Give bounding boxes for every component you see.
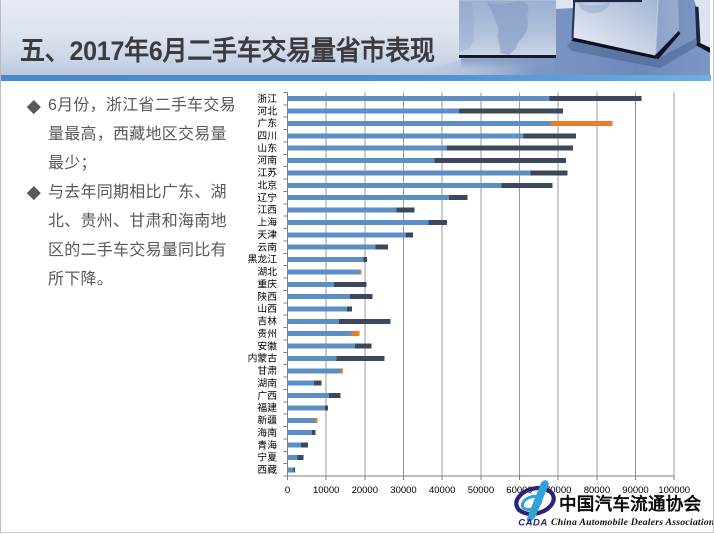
svg-text:新疆: 新疆 (257, 414, 277, 427)
svg-text:江苏: 江苏 (257, 166, 277, 179)
svg-text:上海: 上海 (257, 216, 277, 229)
svg-text:CADA: CADA (518, 518, 547, 529)
svg-text:30000: 30000 (390, 485, 416, 496)
svg-text:海南: 海南 (257, 426, 277, 439)
svg-text:40000: 40000 (429, 485, 455, 496)
svg-text:90000: 90000 (622, 485, 648, 496)
svg-text:甘肃: 甘肃 (257, 364, 277, 377)
svg-text:山西: 山西 (257, 303, 277, 315)
svg-text:河南: 河南 (257, 154, 277, 167)
svg-text:黑龙江: 黑龙江 (248, 253, 278, 266)
svg-text:广西: 广西 (257, 390, 277, 402)
svg-text:河北: 河北 (257, 105, 277, 117)
svg-text:50000: 50000 (468, 485, 494, 496)
svg-text:青海: 青海 (257, 438, 277, 451)
svg-text:陕西: 陕西 (257, 290, 277, 303)
svg-text:西藏: 西藏 (257, 464, 277, 476)
svg-text:20000: 20000 (352, 485, 378, 496)
svg-text:70000: 70000 (545, 485, 571, 496)
svg-text:100000: 100000 (658, 485, 690, 496)
svg-text:吉林: 吉林 (257, 315, 277, 328)
svg-text:云南: 云南 (257, 240, 277, 253)
svg-text:天津: 天津 (257, 229, 277, 241)
svg-text:山东: 山东 (257, 141, 277, 154)
svg-text:10000: 10000 (313, 485, 339, 496)
svg-text:内蒙古: 内蒙古 (248, 352, 278, 365)
svg-text:四川: 四川 (257, 131, 277, 142)
svg-text:广东: 广东 (257, 117, 277, 130)
svg-text:湖南: 湖南 (257, 376, 277, 389)
svg-text:60000: 60000 (506, 485, 532, 496)
svg-text:80000: 80000 (584, 485, 610, 496)
svg-text:北京: 北京 (257, 178, 277, 191)
svg-text:辽宁: 辽宁 (257, 191, 277, 204)
svg-text:江西: 江西 (257, 204, 277, 216)
svg-text:重庆: 重庆 (257, 277, 277, 290)
svg-text:宁夏: 宁夏 (257, 451, 277, 464)
svg-text:浙江: 浙江 (257, 93, 277, 105)
svg-text:安徽: 安徽 (257, 339, 277, 352)
svg-text:福建: 福建 (257, 401, 277, 414)
svg-text:湖北: 湖北 (257, 266, 277, 278)
svg-text:0: 0 (285, 485, 290, 496)
svg-text:贵州: 贵州 (257, 327, 277, 340)
